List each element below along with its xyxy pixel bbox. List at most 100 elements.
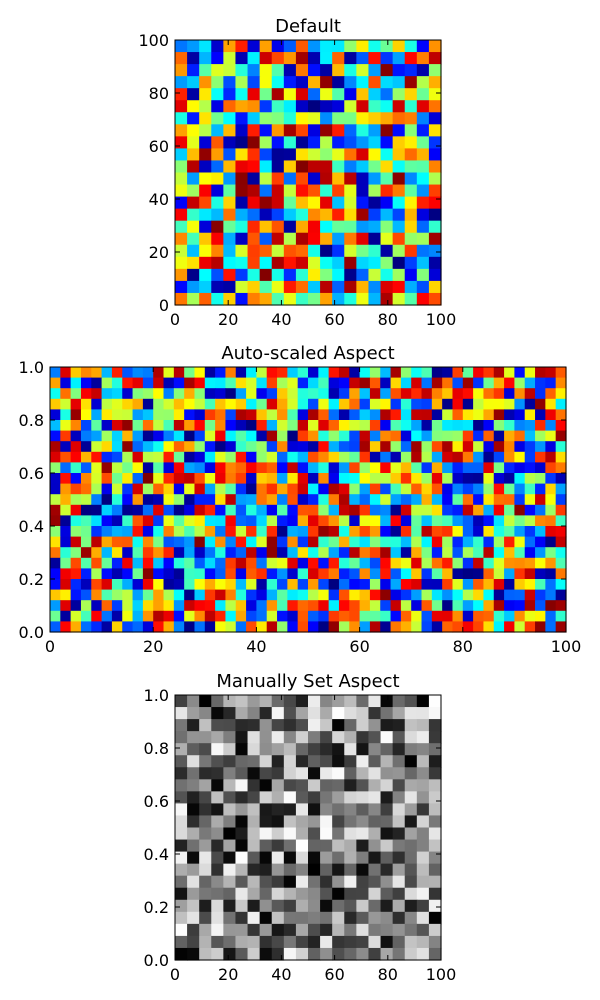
heatmap-cell	[187, 244, 200, 258]
heatmap-cell	[368, 731, 382, 744]
heatmap-cell	[142, 494, 154, 506]
heatmap-cell	[493, 367, 505, 379]
heatmap-cell	[204, 515, 216, 527]
heatmap-cell	[320, 911, 333, 925]
heatmap-cell	[442, 494, 454, 506]
heatmap-cell	[380, 731, 394, 744]
heatmap-cell	[318, 536, 330, 548]
heatmap-cell	[50, 568, 61, 580]
heatmap-cell	[211, 280, 224, 294]
heatmap-cell	[404, 112, 418, 125]
heatmap-cell	[380, 124, 394, 137]
heatmap-cell	[338, 557, 350, 569]
heatmap-cell	[211, 268, 224, 282]
heatmap-cell	[287, 579, 299, 591]
heatmap-cell	[204, 547, 216, 559]
heatmap-cell	[287, 557, 299, 569]
heatmap-cell	[400, 568, 412, 580]
heatmap-cell	[380, 441, 392, 453]
heatmap-cell	[328, 494, 340, 506]
heatmap-cell	[421, 600, 433, 612]
heatmap-cell	[356, 292, 370, 306]
heatmap-cell	[344, 280, 357, 294]
heatmap-cell	[344, 124, 357, 137]
heatmap-cell	[411, 600, 423, 612]
heatmap-cell	[462, 494, 474, 506]
heatmap-cell	[369, 621, 381, 633]
heatmap-cell	[404, 743, 418, 756]
heatmap-cell	[223, 100, 237, 113]
heatmap-cell	[421, 367, 433, 379]
heatmap-cell	[199, 779, 212, 792]
heatmap-cell	[318, 568, 330, 580]
heatmap-cell	[122, 462, 134, 474]
heatmap-cell	[211, 695, 224, 708]
heatmap-cell	[256, 420, 268, 432]
heatmap-cell	[246, 367, 257, 379]
heatmap-cell	[259, 719, 273, 732]
heatmap-cell	[153, 589, 165, 601]
heatmap-cell	[555, 451, 567, 463]
heatmap-cell	[555, 367, 567, 379]
heatmap-cell	[380, 875, 394, 889]
heatmap-cell	[295, 172, 309, 186]
heatmap-cell	[555, 589, 567, 601]
heatmap-cell	[369, 547, 381, 559]
heatmap-cell	[493, 610, 505, 622]
x-tick-label: 20	[218, 310, 238, 329]
heatmap-cell	[535, 621, 546, 633]
heatmap-cell	[344, 40, 357, 53]
heatmap-cell	[332, 100, 345, 113]
heatmap-cell	[277, 494, 288, 506]
heatmap-cell	[70, 494, 82, 506]
heatmap-cell	[380, 803, 394, 817]
heatmap-cell	[283, 280, 297, 294]
heatmap-cell	[80, 494, 92, 506]
heatmap-cell	[400, 621, 412, 633]
heatmap-image	[175, 40, 442, 306]
heatmap-cell	[473, 536, 485, 548]
heatmap-cell	[421, 526, 433, 538]
heatmap-cell	[266, 610, 278, 622]
heatmap-cell	[287, 388, 299, 400]
heatmap-cell	[356, 911, 370, 925]
heatmap-cell	[328, 610, 340, 622]
heatmap-cell	[175, 184, 188, 198]
heatmap-cell	[295, 875, 309, 889]
heatmap-cell	[111, 536, 123, 548]
heatmap-cell	[493, 451, 505, 463]
heatmap-cell	[153, 473, 165, 485]
heatmap-cell	[266, 430, 278, 442]
heatmap-cell	[175, 875, 188, 889]
heatmap-cell	[199, 196, 212, 210]
heatmap-cell	[428, 220, 442, 234]
heatmap-cell	[175, 803, 188, 817]
x-tick-label: 60	[349, 637, 369, 656]
heatmap-cell	[271, 136, 285, 150]
heatmap-cell	[271, 88, 285, 101]
heatmap-cell	[60, 600, 72, 612]
heatmap-cell	[287, 547, 299, 559]
heatmap-cell	[392, 76, 406, 89]
heatmap-cell	[50, 579, 61, 591]
heatmap-cell	[173, 621, 185, 633]
heatmap-cell	[163, 377, 175, 389]
heatmap-cell	[223, 292, 237, 306]
heatmap-cell	[338, 441, 350, 453]
heatmap-cell	[535, 494, 546, 506]
heatmap-cell	[400, 430, 412, 442]
heatmap-cell	[50, 621, 61, 633]
heatmap-cell	[225, 547, 237, 559]
heatmap-cell	[266, 473, 278, 485]
heatmap-cell	[235, 589, 247, 601]
heatmap-cell	[411, 483, 423, 495]
heatmap-cell	[400, 600, 412, 612]
heatmap-cell	[380, 863, 394, 877]
heatmap-cell	[545, 483, 557, 495]
heatmap-cell	[431, 388, 443, 400]
heatmap-cell	[211, 875, 224, 889]
heatmap-cell	[308, 911, 321, 925]
heatmap-cell	[173, 579, 185, 591]
heatmap-cell	[173, 536, 185, 548]
heatmap-cell	[91, 536, 103, 548]
